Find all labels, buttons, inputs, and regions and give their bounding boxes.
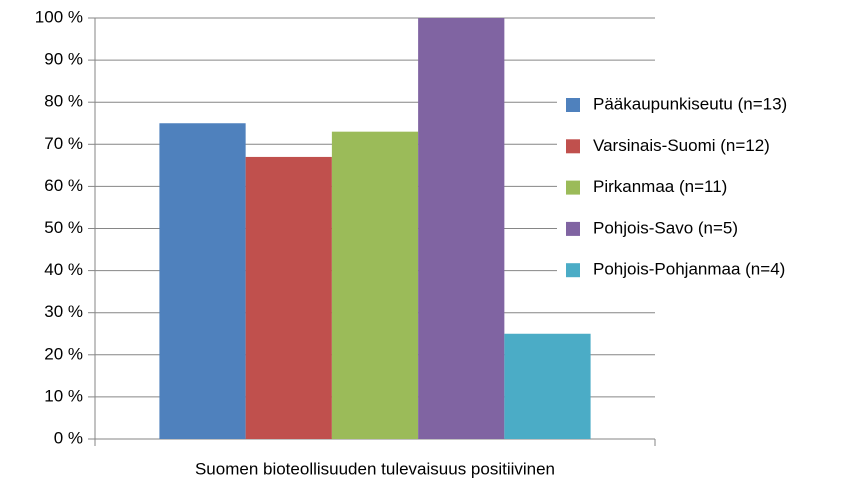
legend-label: Pohjois-Savo (n=5): [593, 218, 738, 237]
bar: [245, 156, 332, 439]
y-tick-label: 30 %: [44, 302, 83, 321]
bar: [331, 131, 419, 440]
y-tick-label: 80 %: [44, 92, 83, 111]
y-tick-label: 40 %: [44, 260, 83, 279]
legend-label: Pääkaupunkiseutu (n=13): [593, 94, 787, 113]
legend-swatch: [566, 139, 580, 154]
legend-label: Pirkanmaa (n=11): [593, 177, 727, 196]
legend-swatch: [566, 221, 580, 236]
bar: [159, 123, 246, 439]
legend-background: [557, 88, 868, 288]
y-tick-label: 10 %: [44, 386, 83, 405]
y-tick-label: 100 %: [35, 7, 83, 26]
legend-label: Varsinais-Suomi (n=12): [593, 136, 770, 155]
y-tick-label: 50 %: [44, 218, 83, 237]
legend-swatch: [566, 263, 580, 278]
legend-label: Pohjois-Pohjanmaa (n=4): [593, 260, 785, 279]
bar: [418, 18, 505, 439]
y-tick-label: 90 %: [44, 50, 83, 69]
legend-swatch: [566, 180, 580, 195]
y-tick-label: 60 %: [44, 176, 83, 195]
x-tick-label: Suomen bioteollisuuden tulevaisuus posit…: [195, 459, 555, 478]
y-tick-label: 20 %: [44, 344, 83, 363]
y-tick-label: 0 %: [54, 428, 83, 447]
bar: [504, 333, 591, 439]
y-tick-label: 70 %: [44, 134, 83, 153]
legend-swatch: [566, 98, 580, 112]
